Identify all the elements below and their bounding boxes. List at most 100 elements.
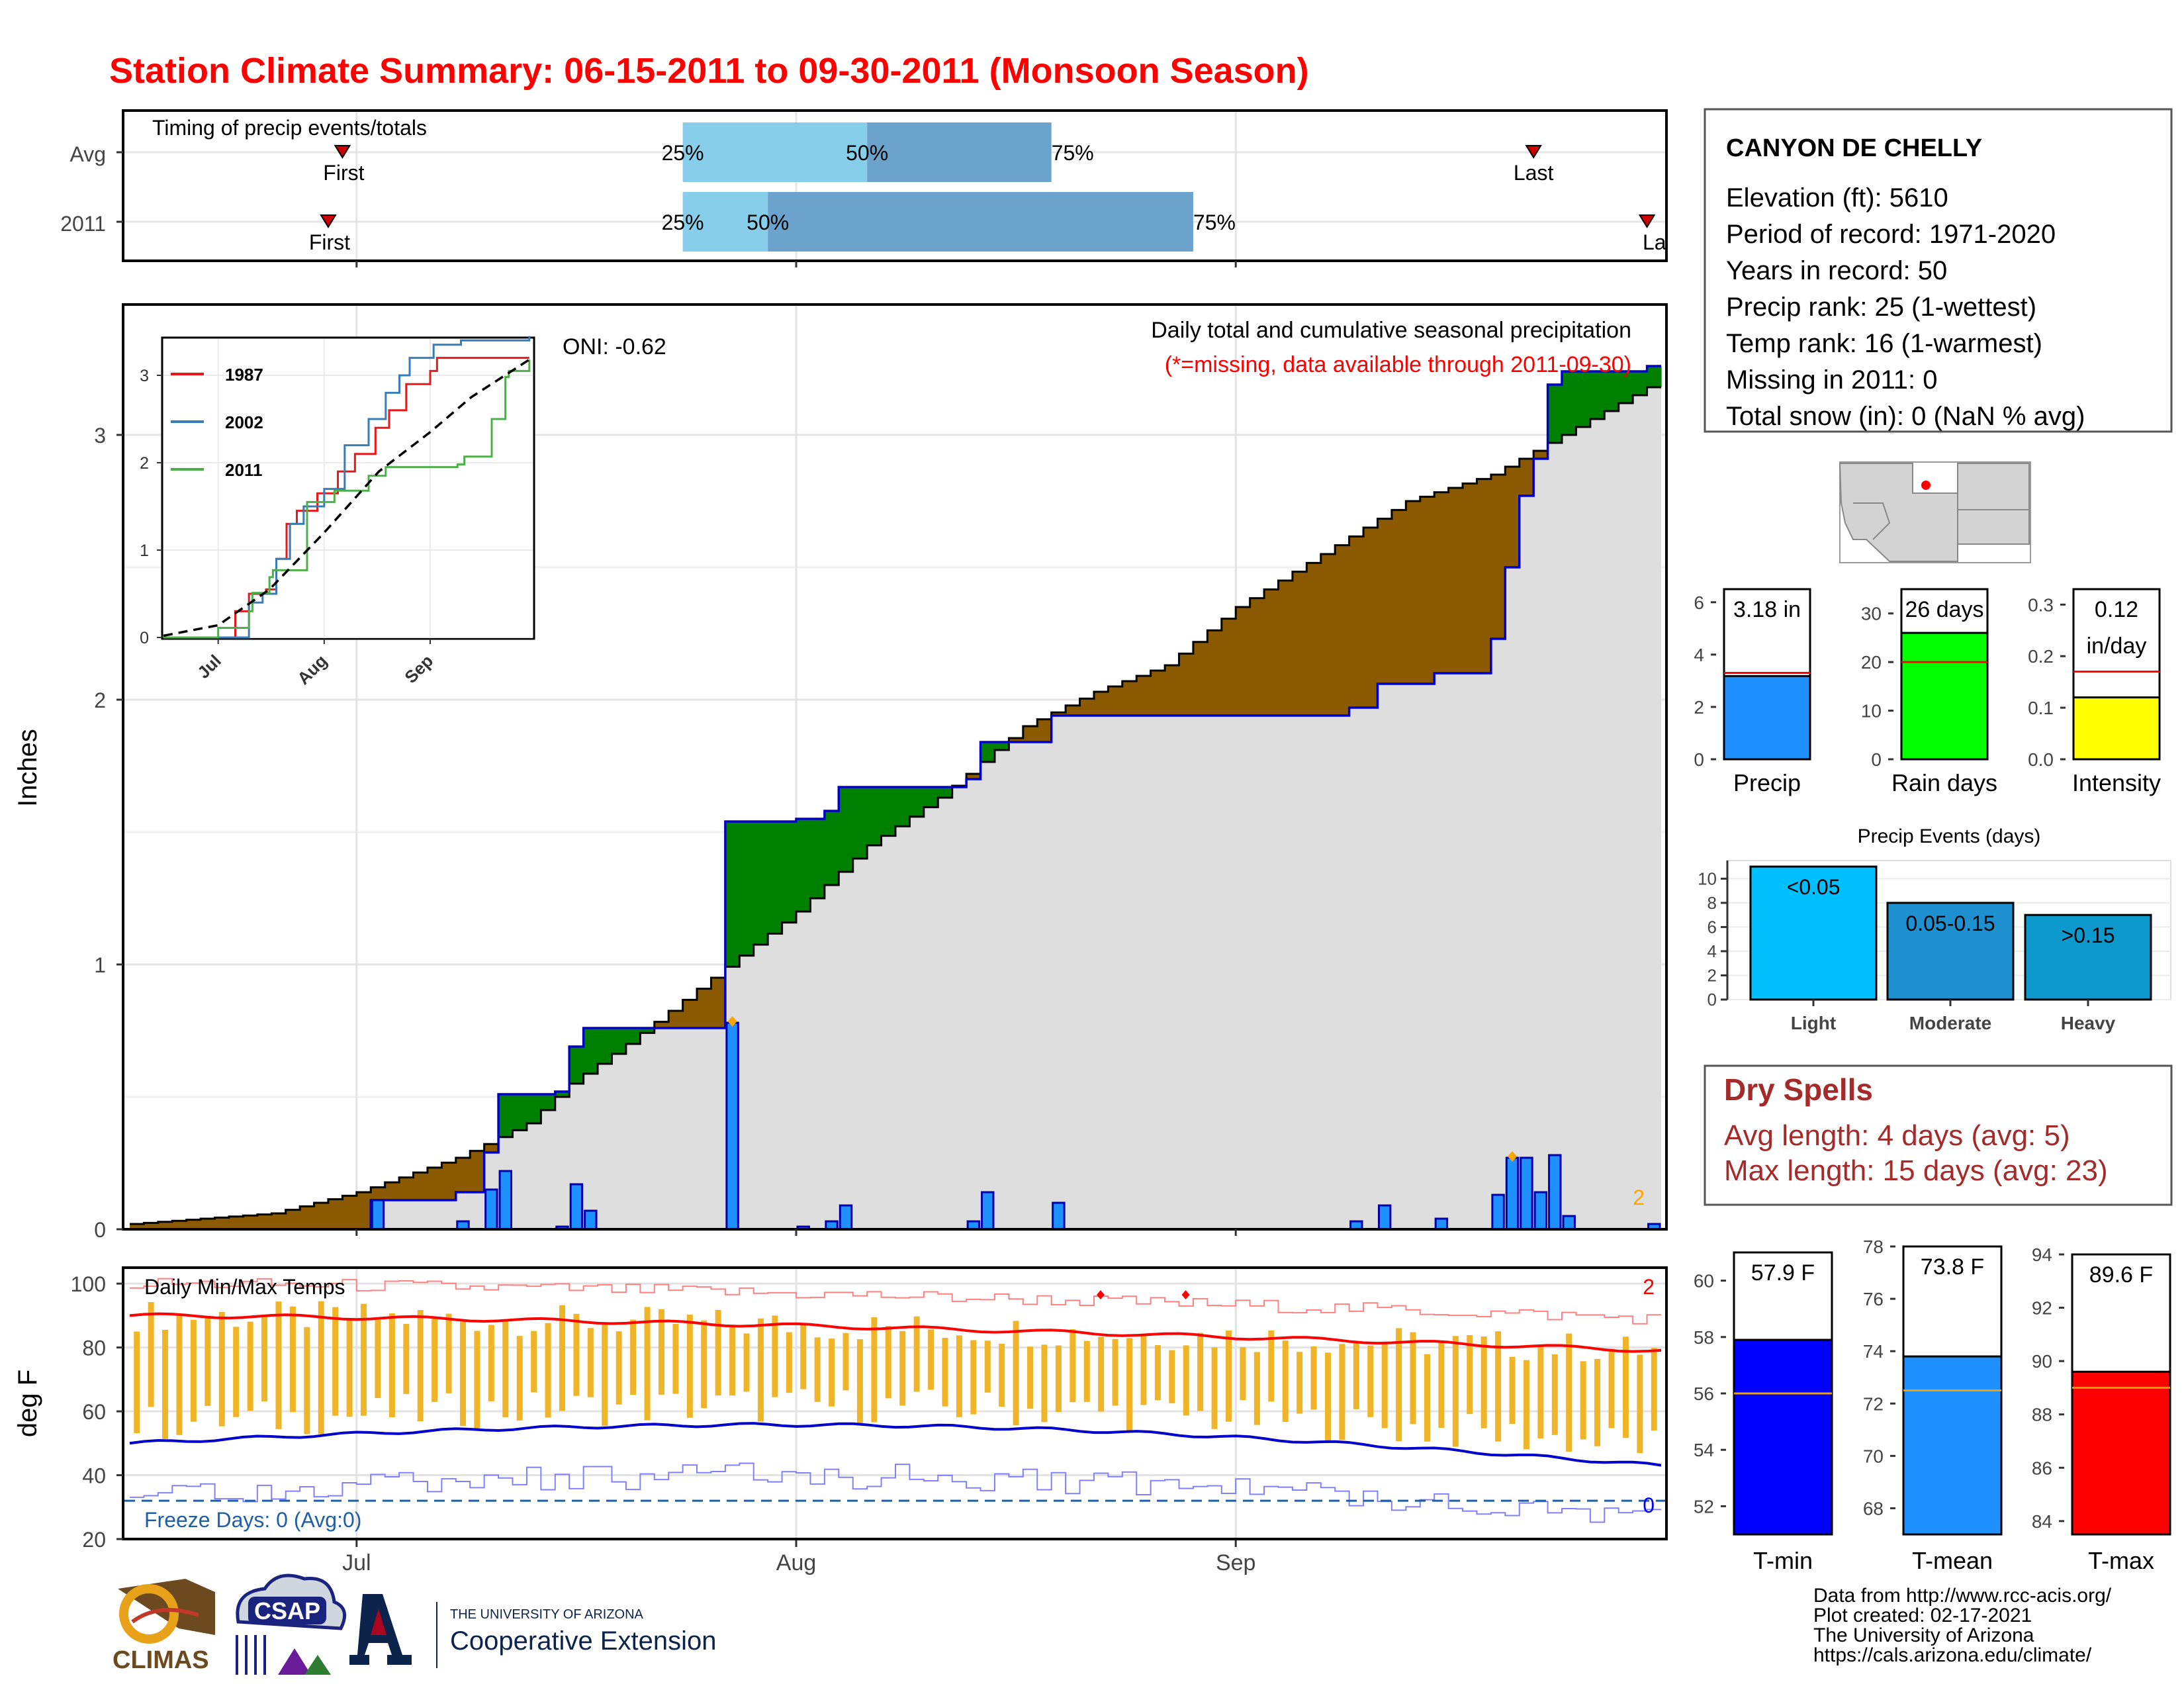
station-info-box: CANYON DE CHELLY Elevation (ft): 5610 Pe… [1704,108,2173,433]
below-average-fill [413,1172,428,1200]
events-ytick: 2 [1707,965,1717,985]
below-average-fill [1292,571,1307,716]
month-label-sep: Sep [1216,1550,1256,1575]
summary-tmin-ytick: 54 [1694,1440,1714,1460]
below-average-fill [668,1011,684,1028]
dry-spells-avg: Avg length: 4 days (avg: 5) [1724,1119,2070,1152]
below-average-fill [186,1219,201,1229]
month-label-aug: Aug [776,1550,817,1575]
info-elevation: Elevation (ft): 5610 [1726,183,1948,212]
summary-tmin: 52 54 56 58 60 57.9 F T-min [1694,1251,1833,1574]
above-average-fill [569,1047,584,1084]
summary-tmean-ytick: 78 [1863,1237,1884,1257]
summary-tmean-ytick: 70 [1863,1446,1884,1466]
main-precip-panel: 0 1 2 3 Inches Daily total and cumulative s… [13,303,1668,1242]
summary-rain-days-ytick: 30 [1861,604,1882,624]
csap-text: CSAP [254,1597,320,1624]
summary-tmax-ytick: 94 [2032,1244,2052,1265]
summary-tmax-label: T-max [2088,1547,2154,1574]
events-category-label: Heavy [2061,1013,2116,1033]
footer-line-1: Data from http://www.rcc-acis.org/ [1813,1585,2112,1607]
below-average-fill [285,1209,300,1229]
main-note: (*=missing, data available through 2011-… [1165,352,1631,377]
summary-precip-ytick: 4 [1694,645,1704,665]
above-average-fill [895,787,911,827]
above-average-fill [640,1028,655,1033]
below-average-fill [1093,692,1109,716]
summary-tmin-ytick: 58 [1694,1327,1714,1348]
timing-2011-q50-label: 50% [747,211,789,234]
above-average-fill [839,787,854,872]
below-average-fill [1165,665,1180,716]
daily-precip-bar [1491,1194,1505,1231]
summary-precip-label: Precip [1733,769,1801,796]
footer-credits: Data from http://www.rcc-acis.org/ Plot … [1813,1585,2112,1666]
locator-map [1839,461,2031,563]
timing-2011-last-marker [1638,214,1656,228]
events-ytick: 8 [1707,893,1717,913]
summary-precip-ytick: 0 [1694,749,1704,770]
oni-label: ONI: -0.62 [563,334,666,359]
timing-avg-q50-q75 [867,122,1052,182]
timing-avg-last-label: Last [1514,161,1554,185]
footer-line-3: The University of Arizona [1813,1624,2034,1646]
info-snow: Total snow (in): 0 (NaN % avg) [1726,402,2085,431]
above-average-fill [824,811,839,885]
below-average-fill [1349,536,1364,708]
inset-legend-label-2011: 2011 [225,460,262,480]
above-average-fill [541,1094,556,1110]
above-average-fill [625,1028,641,1044]
summary-intensity-ytick: 0.2 [2028,646,2054,667]
above-average-fill [498,1094,514,1137]
summary-tmean-ytick: 76 [1863,1289,1884,1309]
events-category-label: Moderate [1909,1013,1991,1033]
below-average-fill [697,988,712,1028]
precip-events-title: Precip Events (days) [1858,825,2041,847]
below-average-fill [271,1213,287,1229]
below-average-fill [455,1158,471,1192]
summary-tmax-ytick: 92 [2032,1298,2052,1319]
daily-precip-bar [484,1188,498,1231]
main-subtitle: Daily total and cumulative seasonal prec… [1151,318,1631,343]
below-average-fill [300,1206,315,1229]
above-average-fill [1590,371,1605,419]
summary-tmin-value-label: 57.9 F [1751,1260,1815,1286]
above-average-fill [1647,366,1662,387]
below-average-fill [1391,510,1406,684]
below-average-fill [1150,671,1165,716]
summary-tmean-label: T-mean [1912,1547,1993,1574]
daily-precip-bar [584,1209,598,1231]
timing-avg-q75-label: 75% [1052,141,1094,165]
record-high-marker [1181,1290,1190,1299]
summary-tmin-ytick: 52 [1694,1496,1714,1517]
summary-rain-days-ytick: 10 [1861,701,1882,722]
below-average-fill [1533,451,1549,459]
ua-text-1: THE UNIVERSITY OF ARIZONA [450,1607,644,1622]
dry-spells-title: Dry Spells [1724,1072,1873,1107]
daily-precip-bar [569,1183,584,1231]
above-average-fill [555,1092,570,1097]
below-average-fill [1278,581,1293,716]
above-average-fill [1547,385,1563,443]
corner-count: 2 [1633,1186,1645,1209]
summary-tmax-bar [2071,1370,2171,1536]
daily-precip-bar [1562,1215,1576,1231]
above-average-fill [1576,371,1591,427]
below-average-fill [1221,618,1236,716]
inset-ytick-label: 3 [140,367,149,385]
summary-tmin-ytick: 56 [1694,1383,1714,1404]
inset-line-2011 [163,359,531,639]
timing-2011-q25-label: 25% [662,211,704,234]
above-average-fill [512,1094,527,1131]
daily-precip-bar [1377,1204,1392,1231]
summary-tmax-ytick: 88 [2032,1405,2052,1425]
below-average-fill [1335,545,1350,716]
above-average-fill [612,1028,627,1054]
summary-intensity-bar [2072,696,2161,761]
events-ytick: 0 [1707,990,1717,1009]
events-bar-heavy [2024,914,2152,1001]
summary-intensity-value-label: in/day [2087,633,2147,659]
main-ytick-label: 2 [94,688,106,712]
below-average-fill [328,1199,343,1229]
summary-intensity: 0.0 0.1 0.2 0.3 0.12 in/day Intensity [2028,588,2161,796]
